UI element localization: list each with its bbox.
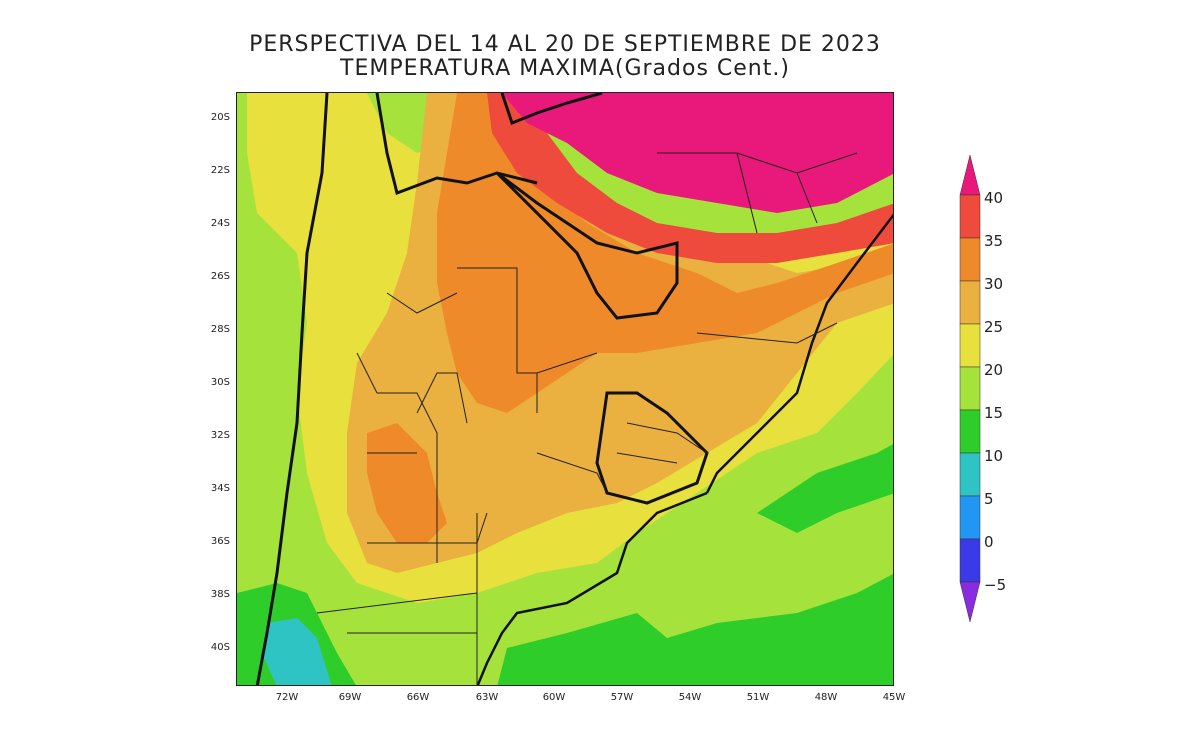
legend-swatch-15-20	[959, 366, 981, 411]
legend-label: 5	[984, 490, 994, 508]
legend-label: 15	[984, 404, 1004, 422]
legend-swatch-25-30	[959, 280, 981, 325]
legend-label: −5	[984, 576, 1007, 594]
legend-label: 35	[984, 232, 1004, 250]
legend-label: 40	[984, 189, 1004, 207]
region-green-south	[497, 574, 893, 685]
legend-swatch-30-35	[959, 237, 981, 282]
border-brazil-bolivia	[500, 93, 603, 125]
province-borders	[316, 152, 858, 685]
lon-label: 72W	[275, 692, 299, 703]
legend-swatch-above-40	[959, 154, 981, 196]
legend-swatch-below-m5	[959, 581, 981, 623]
legend-swatch-0-5	[959, 495, 981, 540]
border-chile-argentina	[255, 93, 329, 685]
map-subtitle: TEMPERATURA MAXIMA(Grados Cent.)	[340, 56, 790, 81]
legend-label: 0	[984, 533, 994, 551]
temperature-map	[236, 92, 894, 686]
lon-label: 63W	[475, 692, 499, 703]
lat-label: 30S	[210, 377, 230, 388]
region-orange	[437, 93, 893, 413]
lat-label: 24S	[210, 218, 230, 229]
legend-swatch-m5-0	[959, 538, 981, 583]
temperature-map-canvas	[237, 93, 893, 685]
lat-label: 32S	[210, 430, 230, 441]
lon-label: 66W	[406, 692, 430, 703]
region-red	[487, 93, 893, 263]
legend-label: 30	[984, 275, 1004, 293]
legend-label: 25	[984, 318, 1004, 336]
legend-label: 20	[984, 361, 1004, 379]
lon-label: 60W	[542, 692, 566, 703]
border-uruguay	[595, 391, 709, 505]
color-legend-bar	[959, 154, 981, 623]
legend-swatch-5-10	[959, 452, 981, 497]
lat-label: 38S	[210, 589, 230, 600]
lat-label: 34S	[210, 483, 230, 494]
lon-label: 45W	[882, 692, 906, 703]
lat-label: 28S	[210, 324, 230, 335]
legend-label: 10	[984, 447, 1004, 465]
lon-label: 54W	[678, 692, 702, 703]
region-cyan	[262, 618, 332, 685]
lat-label: 22S	[210, 165, 230, 176]
border-paraguay	[495, 171, 679, 320]
legend-swatch-35-40	[959, 194, 981, 239]
legend-swatch-10-15	[959, 409, 981, 454]
lon-label: 69W	[338, 692, 362, 703]
lon-label: 57W	[610, 692, 634, 703]
lat-label: 20S	[210, 112, 230, 123]
legend-swatch-20-25	[959, 323, 981, 368]
color-legend	[955, 150, 1015, 630]
coastline	[476, 213, 893, 685]
lat-label: 26S	[210, 271, 230, 282]
lat-label: 40S	[210, 642, 230, 653]
country-borders	[255, 93, 709, 685]
region-green-east	[757, 444, 893, 533]
map-title: PERSPECTIVA DEL 14 AL 20 DE SEPTIEMBRE D…	[249, 32, 881, 57]
lon-label: 51W	[746, 692, 770, 703]
lon-label: 48W	[814, 692, 838, 703]
lat-label: 36S	[210, 536, 230, 547]
